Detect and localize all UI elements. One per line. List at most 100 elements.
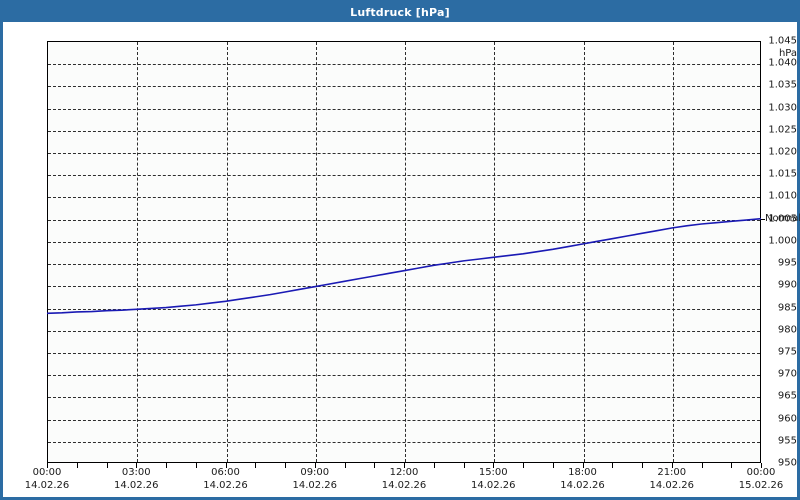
x-axis-time-label: 18:00 xyxy=(568,467,597,478)
y-axis-tick-label: 1.000 xyxy=(768,235,797,247)
grid-line-horizontal xyxy=(48,397,760,399)
y-axis-tick-label: 965 xyxy=(777,390,797,402)
grid-line-horizontal xyxy=(48,219,760,221)
grid-line-horizontal xyxy=(48,130,760,132)
x-axis-tick-label: 21:00 14.02.26 xyxy=(637,466,707,492)
y-axis-tick-label: 1.020 xyxy=(768,146,797,158)
x-axis-minor-tick xyxy=(433,463,435,468)
x-axis-minor-tick xyxy=(404,463,405,468)
y-axis-tick-label: 975 xyxy=(777,346,797,358)
x-axis-tick-label: 18:00 14.02.26 xyxy=(548,466,618,492)
y-axis-tick-label: 1.025 xyxy=(768,124,797,136)
x-axis-minor-tick xyxy=(47,463,48,468)
grid-line-horizontal xyxy=(48,308,760,310)
x-axis-time-label: 00:00 xyxy=(746,467,776,478)
x-axis-minor-tick xyxy=(344,463,346,468)
grid-line-horizontal xyxy=(48,375,760,377)
grid-line-vertical xyxy=(494,42,496,462)
page-title: Luftdruck [hPa] xyxy=(350,6,450,19)
grid-line-horizontal xyxy=(48,419,760,421)
x-axis-time-label: 06:00 xyxy=(211,467,240,478)
x-axis-minor-tick xyxy=(701,463,703,468)
y-axis-tick-label: 980 xyxy=(777,324,797,336)
x-axis-time-label: 00:00 xyxy=(32,467,62,478)
grid-line-horizontal xyxy=(48,86,760,88)
grid-line-horizontal xyxy=(48,153,760,155)
x-axis-date-label: 15.02.26 xyxy=(738,480,784,491)
x-axis-time-label: 03:00 xyxy=(121,467,151,478)
y-axis-tick-label: 985 xyxy=(777,302,797,314)
x-axis-date-label: 14.02.26 xyxy=(381,480,427,491)
y-axis-tick-label: 1.035 xyxy=(768,79,797,91)
grid-line-vertical xyxy=(226,42,228,462)
x-axis-tick-label: 12:00 14.02.26 xyxy=(369,466,439,492)
y-axis-tick-label: 1.030 xyxy=(768,102,797,114)
x-axis-tick-label: 00:00 15.02.26 xyxy=(726,466,796,492)
x-axis-time-label: 12:00 xyxy=(389,467,419,478)
x-axis-date-label: 14.02.26 xyxy=(470,480,516,491)
window-title-bar: Luftdruck [hPa] xyxy=(3,3,797,22)
x-axis-minor-tick xyxy=(671,463,673,468)
x-axis-tick-label: 06:00 14.02.26 xyxy=(191,466,261,492)
y-axis-tick-label: 960 xyxy=(777,413,797,425)
grid-line-horizontal xyxy=(48,197,760,199)
grid-line-horizontal xyxy=(48,108,760,110)
plot-area xyxy=(47,41,761,463)
x-axis-tick-label: 15:00 14.02.26 xyxy=(458,466,528,492)
x-axis-minor-tick xyxy=(374,463,376,468)
x-axis-minor-tick xyxy=(463,463,465,468)
x-axis-time-label: 21:00 xyxy=(657,467,687,478)
x-axis-minor-tick xyxy=(136,463,138,468)
x-axis-time-label: 15:00 xyxy=(478,467,508,478)
grid-line-horizontal xyxy=(48,286,760,288)
y-axis-tick-label: 995 xyxy=(777,257,797,269)
grid-line-vertical xyxy=(315,42,317,462)
x-axis-time-label: 09:00 xyxy=(300,467,330,478)
grid-line-vertical xyxy=(405,42,406,462)
grid-line-horizontal xyxy=(48,64,760,66)
x-axis-minor-tick xyxy=(731,463,733,468)
x-axis-tick-label: 03:00 14.02.26 xyxy=(101,466,171,492)
x-axis-date-label: 14.02.26 xyxy=(24,480,70,491)
legend-normal-label: Normal xyxy=(765,212,800,224)
x-axis-minor-tick xyxy=(225,463,227,468)
x-axis-date-label: 14.02.26 xyxy=(560,480,605,491)
x-axis-tick-label: 00:00 14.02.26 xyxy=(12,466,82,492)
x-axis-minor-tick xyxy=(612,463,614,468)
x-axis-minor-tick xyxy=(314,463,316,468)
x-axis-minor-tick xyxy=(166,463,167,468)
x-axis-date-label: 14.02.26 xyxy=(203,480,248,491)
legend-tick-mark xyxy=(761,218,765,220)
x-axis-minor-tick xyxy=(493,463,495,468)
y-axis-unit-label: hPa xyxy=(778,48,797,59)
x-axis-minor-tick xyxy=(255,463,257,468)
y-axis-tick-label: 950 xyxy=(777,457,797,469)
x-axis-minor-tick xyxy=(76,463,78,468)
x-axis-minor-tick xyxy=(552,463,554,468)
grid-line-horizontal xyxy=(48,264,760,266)
x-axis-minor-tick xyxy=(642,463,643,468)
x-axis-tick-label: 09:00 14.02.26 xyxy=(280,466,350,492)
x-axis-minor-tick xyxy=(106,463,108,468)
chart-canvas: hPa Normal 1.045 1.040 1.035 1.030 1.025 1.02… xyxy=(3,22,800,497)
grid-line-horizontal xyxy=(48,441,760,443)
x-axis-date-label: 14.02.26 xyxy=(649,480,695,491)
y-axis-tick-label: 1.015 xyxy=(768,168,797,180)
x-axis-minor-tick xyxy=(761,463,762,468)
grid-line-horizontal xyxy=(48,175,760,177)
x-axis-minor-tick xyxy=(582,463,584,468)
y-axis-tick-label: 1.045 xyxy=(768,35,797,47)
y-axis-tick-label: 1.005 xyxy=(768,213,797,225)
y-axis-tick-label: 1.010 xyxy=(768,190,797,202)
grid-line-vertical xyxy=(672,42,674,462)
x-axis-minor-tick xyxy=(285,463,286,468)
grid-line-vertical xyxy=(583,42,585,462)
y-axis-tick-label: 970 xyxy=(777,368,797,380)
y-axis-tick-label: 955 xyxy=(777,435,797,447)
x-axis-date-label: 14.02.26 xyxy=(292,480,338,491)
x-axis-minor-tick xyxy=(195,463,197,468)
y-axis-tick-label: 1.040 xyxy=(768,57,797,69)
grid-line-horizontal xyxy=(48,352,760,354)
x-axis-minor-tick xyxy=(523,463,524,468)
